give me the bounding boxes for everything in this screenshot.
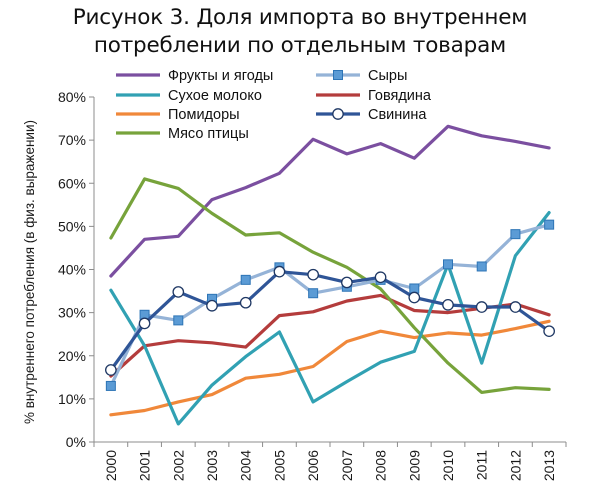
y-tick-label: 20% xyxy=(58,348,86,364)
data-point xyxy=(543,325,555,338)
x-tick-label: 2010 xyxy=(440,450,456,481)
y-tick-label: 30% xyxy=(58,305,86,321)
legend-item: Сыры xyxy=(316,68,407,84)
data-point xyxy=(374,271,387,284)
data-point xyxy=(408,291,421,304)
data-point xyxy=(206,299,218,312)
series-line xyxy=(109,319,551,417)
x-tick-label: 2007 xyxy=(339,450,355,481)
legend-label: Говядина xyxy=(368,88,432,104)
chart-legend: Фрукты и ягоды Сухое молоко Помидоры Мясо п… xyxy=(116,68,432,142)
series-line xyxy=(109,177,551,394)
legend-item: Мясо птицы xyxy=(116,126,249,142)
series-6 xyxy=(105,265,555,376)
y-tick-label: 80% xyxy=(58,89,86,105)
legend-item: Сухое молоко xyxy=(116,88,262,104)
x-tick-label: 2001 xyxy=(137,450,153,481)
y-tick-label: 60% xyxy=(58,175,86,191)
legend-label: Мясо птицы xyxy=(168,126,249,142)
legend-marker xyxy=(333,70,343,80)
y-axis-label: % внутреннего потребления (в физ. выраже… xyxy=(22,120,37,424)
legend-label: Свинина xyxy=(368,107,427,123)
x-tick-label: 2013 xyxy=(541,450,557,481)
y-tick-label: 40% xyxy=(58,262,86,278)
series-7 xyxy=(109,177,551,394)
chart-title: Рисунок 3. Доля импорта во внутреннем по… xyxy=(0,4,600,60)
legend-label: Помидоры xyxy=(168,107,240,123)
data-point xyxy=(307,268,319,281)
data-point xyxy=(172,286,185,298)
chart-axes: 0% 10% 20% 30% 40% 50% 60% 70% 80% 2000 2001 2002 20… xyxy=(58,89,567,481)
data-point xyxy=(138,317,151,330)
chart-series xyxy=(105,124,555,426)
series-5 xyxy=(109,319,551,417)
data-point xyxy=(308,288,319,299)
legend-label: Фрукты и ягоды xyxy=(168,68,273,84)
data-point xyxy=(341,276,353,289)
x-tick-label: 2009 xyxy=(406,450,422,481)
y-tick-label: 10% xyxy=(58,391,86,407)
data-point xyxy=(105,380,116,391)
legend-item: Фрукты и ягоды xyxy=(116,68,273,84)
x-tick-label: 2012 xyxy=(507,450,523,481)
legend-item: Свинина xyxy=(316,107,427,123)
legend-item: Помидоры xyxy=(116,107,240,123)
series-line xyxy=(109,293,551,378)
data-point xyxy=(240,274,251,285)
x-tick-label: 2006 xyxy=(305,450,321,481)
data-point xyxy=(443,259,453,270)
y-tick-label: 0% xyxy=(66,434,86,450)
series-line xyxy=(109,211,551,426)
legend-item: Говядина xyxy=(316,88,432,104)
data-point xyxy=(409,283,420,294)
x-tick-label: 2008 xyxy=(373,450,389,481)
legend-label: Сыры xyxy=(368,68,407,84)
data-point xyxy=(442,299,454,311)
data-point xyxy=(509,301,522,313)
data-point xyxy=(239,296,252,309)
legend-label: Сухое молоко xyxy=(168,88,262,104)
x-tick-label: 2000 xyxy=(103,450,119,481)
chart-title-line-2: потреблении по отдельным товарам xyxy=(93,33,507,58)
data-point xyxy=(476,261,487,272)
data-point xyxy=(105,364,117,376)
series-line xyxy=(109,223,551,388)
x-tick-label: 2002 xyxy=(170,450,186,481)
x-tick-label: 2011 xyxy=(474,450,490,480)
x-tick-label: 2005 xyxy=(271,450,287,481)
series-3 xyxy=(109,211,551,426)
x-tick-label: 2004 xyxy=(238,450,254,481)
chart-title-line-1: Рисунок 3. Доля импорта во внутреннем xyxy=(72,5,528,30)
data-point xyxy=(273,265,286,278)
data-point xyxy=(173,315,184,326)
y-tick-label: 70% xyxy=(58,132,86,148)
data-point xyxy=(544,219,555,230)
series-4 xyxy=(109,293,551,378)
series-line xyxy=(109,124,551,278)
legend-marker xyxy=(332,108,344,120)
series-1 xyxy=(109,124,551,278)
x-tick-label: 2003 xyxy=(204,450,220,481)
y-tick-label: 50% xyxy=(58,218,86,234)
data-point xyxy=(475,301,488,313)
data-point xyxy=(510,229,521,240)
